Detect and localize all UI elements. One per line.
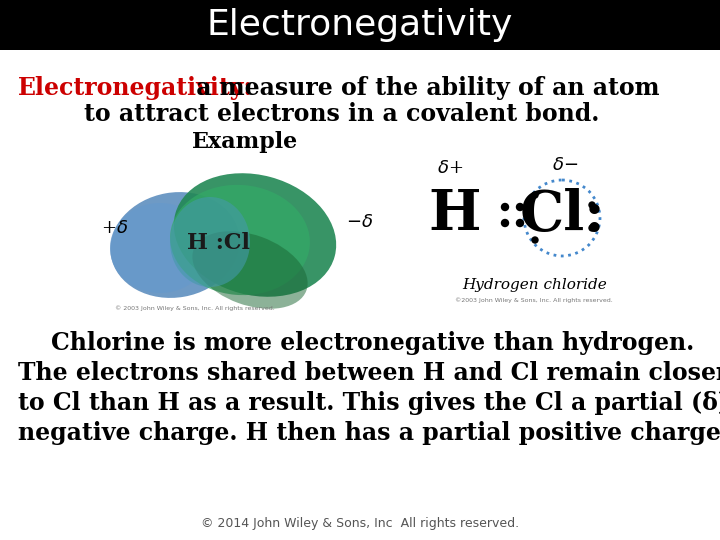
Text: $\delta$$-$: $\delta$$-$ xyxy=(552,156,578,174)
Ellipse shape xyxy=(110,192,240,298)
Text: to Cl than H as a result. This gives the Cl a partial (δ): to Cl than H as a result. This gives the… xyxy=(18,391,720,415)
Text: Electronegativity: Electronegativity xyxy=(207,8,513,42)
FancyBboxPatch shape xyxy=(0,0,720,50)
Text: Electronegativity:: Electronegativity: xyxy=(18,76,253,100)
Text: © 2003 John Wiley & Sons, Inc. All rights reserved.: © 2003 John Wiley & Sons, Inc. All right… xyxy=(115,305,275,311)
Circle shape xyxy=(502,219,508,226)
Ellipse shape xyxy=(110,203,210,293)
Text: negative charge. H then has a partial positive charge.: negative charge. H then has a partial po… xyxy=(18,421,720,445)
Text: H: H xyxy=(428,187,481,242)
Text: +$\delta$: +$\delta$ xyxy=(102,219,129,237)
Text: The electrons shared between H and Cl remain closer: The electrons shared between H and Cl re… xyxy=(18,361,720,385)
Circle shape xyxy=(532,192,538,198)
Text: © 2014 John Wiley & Sons, Inc  All rights reserved.: © 2014 John Wiley & Sons, Inc All rights… xyxy=(201,517,519,530)
Text: Chlorine is more electronegative than hydrogen.: Chlorine is more electronegative than hy… xyxy=(18,331,694,355)
Text: Cl:: Cl: xyxy=(519,187,605,242)
Ellipse shape xyxy=(192,231,307,309)
Circle shape xyxy=(516,204,523,211)
Circle shape xyxy=(532,237,538,243)
Circle shape xyxy=(516,219,523,226)
Text: Example: Example xyxy=(192,131,298,153)
Circle shape xyxy=(502,204,508,211)
Ellipse shape xyxy=(170,197,250,287)
Text: H :Cl: H :Cl xyxy=(186,232,249,254)
Ellipse shape xyxy=(170,185,310,295)
Text: to attract electrons in a covalent bond.: to attract electrons in a covalent bond. xyxy=(18,102,599,126)
Text: a measure of the ability of an atom: a measure of the ability of an atom xyxy=(188,76,660,100)
Text: Hydrogen chloride: Hydrogen chloride xyxy=(463,278,608,292)
Ellipse shape xyxy=(174,173,336,297)
Circle shape xyxy=(589,225,595,231)
Text: $-\delta$: $-\delta$ xyxy=(346,213,374,231)
Text: $\delta$+: $\delta$+ xyxy=(437,159,463,177)
Circle shape xyxy=(589,202,595,208)
Text: ©2003 John Wiley & Sons, Inc. All rights reserved.: ©2003 John Wiley & Sons, Inc. All rights… xyxy=(455,297,613,303)
